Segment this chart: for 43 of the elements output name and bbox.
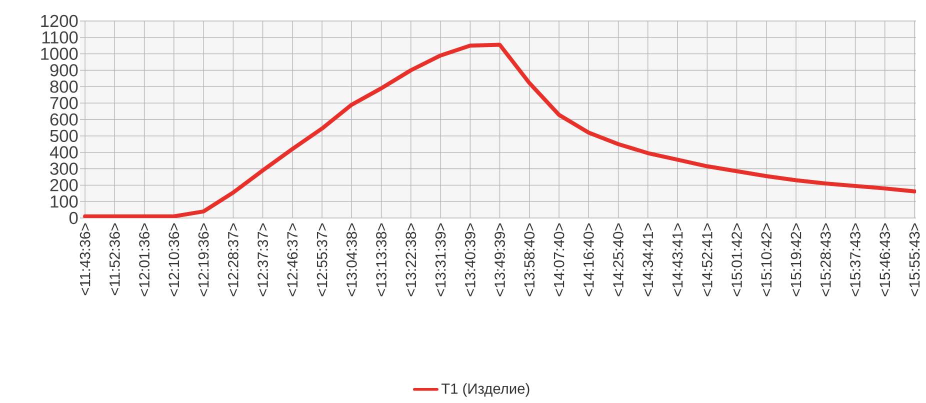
x-tick-label: <14:34:41> — [642, 223, 654, 296]
y-tick-label: 0 — [69, 212, 78, 224]
x-tick-label: <14:07:40> — [554, 223, 564, 296]
x-tick-label: <13:22:38> — [406, 223, 416, 296]
y-tick-label: 500 — [50, 130, 78, 142]
x-tick-label: <14:52:41> — [702, 223, 712, 296]
x-tick-label: <13:49:39> — [494, 223, 505, 296]
x-tick-label: <12:28:37> — [228, 223, 238, 296]
legend-label: T1 (Изделие) — [441, 383, 530, 397]
x-tick-label: <12:19:36> — [198, 223, 209, 296]
y-tick-label: 600 — [50, 113, 78, 126]
y-tick-label: 900 — [50, 64, 78, 76]
x-tick-label: <15:55:43> — [909, 223, 920, 296]
x-tick-label: <15:37:43> — [850, 223, 860, 296]
x-tick-label: <13:04:38> — [346, 223, 357, 296]
y-tick-label: 1100 — [42, 31, 78, 44]
x-tick-label: <12:10:36> — [168, 223, 180, 296]
x-tick-label: <15:28:43> — [820, 223, 831, 296]
x-tick-label: <15:10:42> — [761, 223, 772, 296]
x-tick-label: <13:58:40> — [524, 223, 535, 296]
x-tick-label: <13:31:39> — [435, 223, 446, 296]
y-tick-label: 100 — [50, 195, 78, 208]
x-tick-label: <13:40:39> — [464, 223, 476, 296]
x-tick-label: <12:37:37> — [258, 223, 268, 296]
x-tick-label: <12:01:36> — [139, 223, 150, 296]
x-tick-label: <12:55:37> — [316, 223, 328, 296]
x-tick-label: <15:19:42> — [790, 223, 802, 296]
x-tick-label: <14:16:40> — [583, 223, 594, 296]
x-tick-label: <11:43:36> — [80, 223, 90, 296]
y-tick-label: 800 — [50, 80, 78, 93]
x-tick-label: <11:52:36> — [109, 223, 120, 296]
x-tick-label: <14:25:40> — [613, 223, 624, 296]
x-tick-label: <13:13:38> — [376, 223, 386, 296]
x-tick-label: <15:46:43> — [880, 223, 890, 296]
x-tick-label: <14:43:41> — [672, 223, 683, 296]
y-tick-label: 300 — [50, 162, 78, 175]
y-tick-label: 700 — [50, 96, 78, 110]
y-tick-label: 400 — [50, 146, 78, 158]
x-tick-label: <12:46:37> — [287, 223, 298, 296]
y-tick-label: 200 — [50, 179, 78, 192]
y-tick-label: 1200 — [41, 14, 78, 28]
y-tick-label: 1000 — [41, 48, 78, 60]
x-tick-label: <15:01:42> — [732, 223, 742, 296]
